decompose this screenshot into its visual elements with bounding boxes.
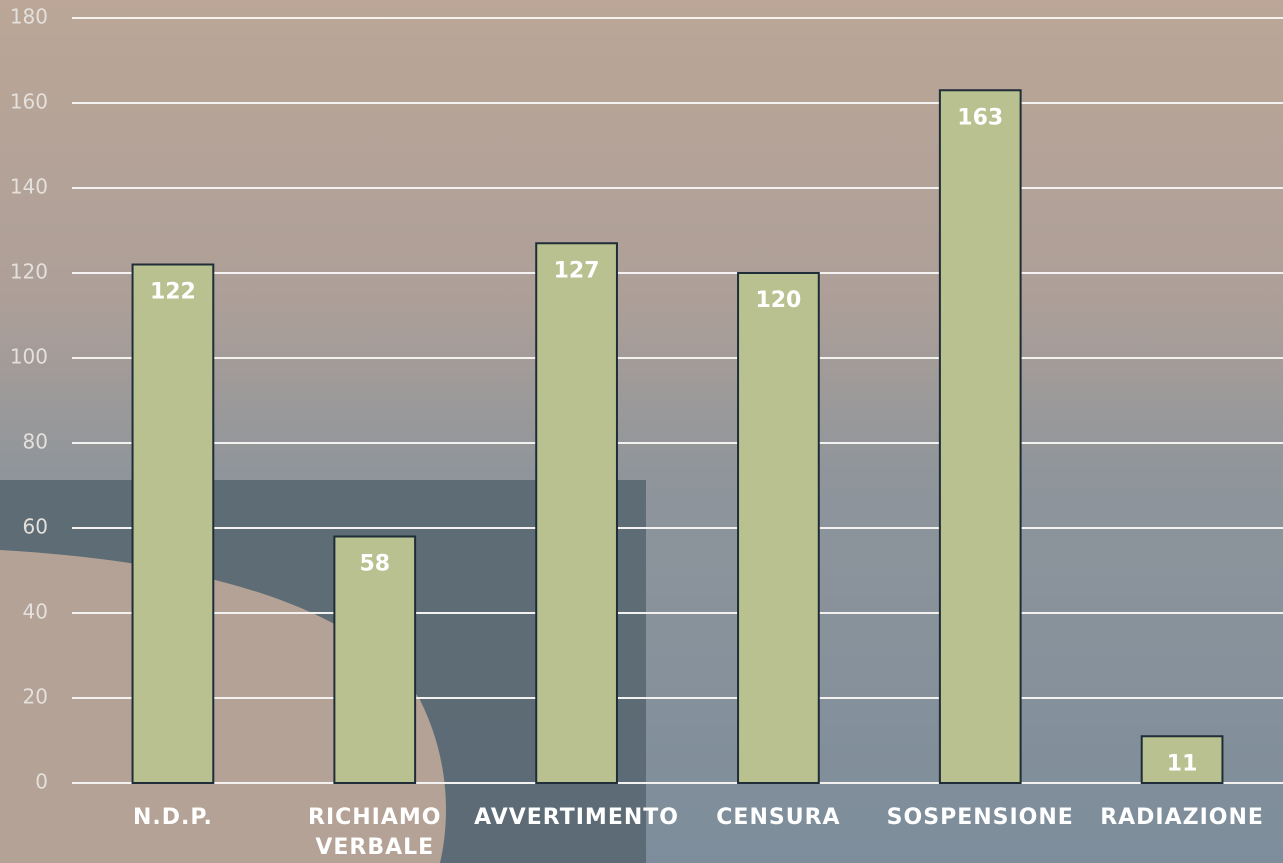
bar [1140,735,1224,784]
bar [333,535,417,784]
x-tick-label: RADIAZIONE [1100,805,1264,830]
x-tick-label: CENSURA [716,805,840,830]
value-label: 11 [1167,751,1198,776]
y-tick-label: 180 [10,5,48,29]
bar [131,263,215,784]
y-tick-label: 140 [10,175,48,199]
value-label: 127 [554,258,600,283]
y-tick-label: 60 [23,515,48,539]
x-tick-label: RICHIAMO VERBALE [308,805,442,860]
x-tick-label: AVVERTIMENTO [474,805,679,830]
value-label: 163 [957,105,1003,130]
y-tick-label: 40 [23,600,48,624]
plot-area: 0 20 40 60 80 100 120 140 160 180 N.D.P. 122 RICHIAM… [10,5,1283,860]
bar [737,272,820,784]
x-tick-label: N.D.P. [133,805,213,830]
bar [535,242,618,784]
y-tick-label: 20 [23,685,48,709]
value-label: 120 [755,288,801,313]
value-label: 58 [359,552,390,577]
y-tick-label: 120 [10,260,48,284]
bar [938,89,1022,784]
value-label: 122 [150,280,196,305]
x-tick-label: SOSPENSIONE [887,805,1074,830]
y-tick-label: 80 [23,430,48,454]
y-tick-label: 160 [10,90,48,114]
y-tick-label: 100 [10,345,48,369]
y-tick-label: 0 [35,770,48,794]
